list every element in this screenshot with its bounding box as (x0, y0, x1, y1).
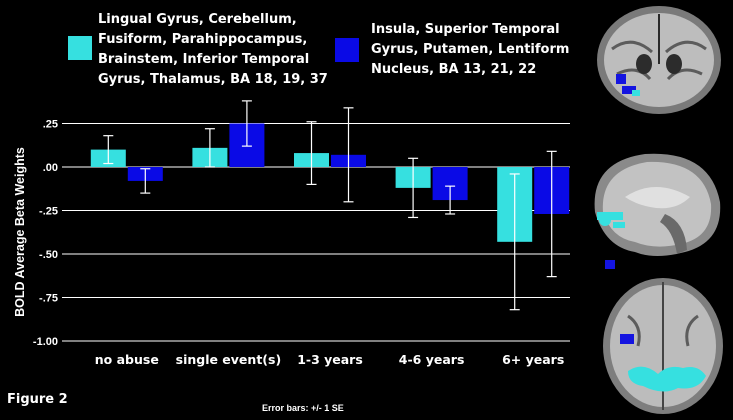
y-tick-label: -.25 (39, 206, 58, 218)
category-label: 1-3 years (297, 352, 363, 367)
category-layer: no abuse single event(s) 1-3 years 4-6 year… (95, 352, 565, 367)
figure-label: Figure 2 (7, 392, 68, 407)
error-bar (241, 100, 252, 147)
tick-layer: .25 .00 -.25 -.50 -.75 -1.00 (33, 119, 58, 349)
legend-line: Insula, Superior Temporal (371, 22, 560, 37)
sagittal-brain-slice (594, 153, 721, 269)
error-bar (509, 173, 520, 311)
error-bar (546, 150, 557, 278)
legend-label-series2: Insula, Superior Temporal Gyrus, Putamen… (371, 20, 569, 80)
category-label: 6+ years (502, 352, 564, 367)
legend-line: Gyrus, Putamen, Lentiform (371, 42, 570, 57)
legend-label-series1: Lingual Gyrus, Cerebellum, Fusiform, Par… (98, 10, 328, 90)
legend-line: Fusiform, Parahippocampus, (98, 32, 308, 47)
bars-layer (90, 123, 570, 242)
y-axis-label: BOLD Average Beta Weights (13, 147, 27, 317)
error-bar (306, 121, 317, 185)
axial-brain-slice (603, 278, 723, 414)
legend-line: Gyrus, Thalamus, BA 18, 19, 37 (98, 72, 328, 87)
error-bars-layer (103, 100, 557, 311)
category-label: single event(s) (176, 352, 282, 367)
y-tick-label: .00 (43, 162, 58, 174)
error-bar (445, 185, 456, 215)
error-bar (408, 157, 419, 219)
y-tick-label: .25 (43, 119, 58, 131)
error-bar (140, 168, 151, 194)
category-label: no abuse (95, 352, 159, 367)
error-bar (204, 128, 215, 168)
y-tick-label: -.75 (39, 293, 58, 305)
error-bar (343, 107, 354, 203)
y-tick-label: -1.00 (33, 336, 58, 348)
legend-swatch-series1 (68, 36, 92, 60)
error-bar-note: Error bars: +/- 1 SE (262, 403, 344, 413)
grid-layer (62, 123, 570, 342)
coronal-brain-slice (597, 6, 721, 114)
error-bar (103, 135, 114, 165)
legend-line: Brainstem, Inferior Temporal (98, 52, 310, 67)
y-tick-label: -.50 (39, 249, 58, 261)
legend-line: Nucleus, BA 13, 21, 22 (371, 62, 537, 77)
category-label: 4-6 years (399, 352, 465, 367)
legend-line: Lingual Gyrus, Cerebellum, (98, 12, 297, 27)
legend-swatch-series2 (335, 38, 359, 62)
